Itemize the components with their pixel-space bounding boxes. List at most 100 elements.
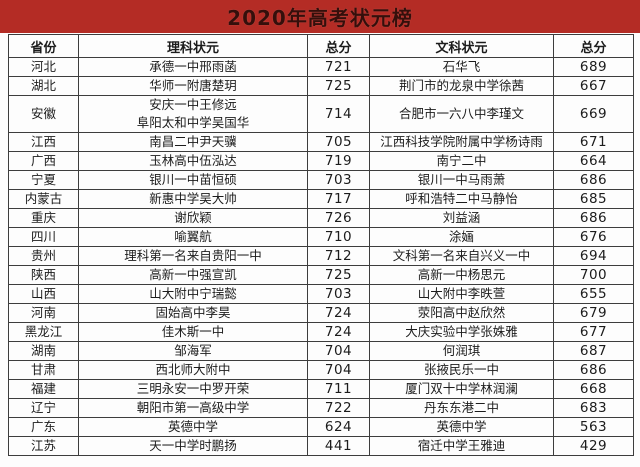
arts-champion-cell: 英德中学 xyxy=(369,417,554,437)
arts-score-cell: 563 xyxy=(553,417,634,437)
science-score-cell: 704 xyxy=(307,360,370,380)
science-champion-cell: 承德一中邢雨菡 xyxy=(78,57,308,77)
arts-champion-cell: 丹东东港二中 xyxy=(369,398,554,418)
table-row: 安徽 安庆一中王修远 阜阳太和中学吴国华 714 合肥市一六八中李瑾文 669 xyxy=(8,95,634,133)
science-champion-cell: 喻翼航 xyxy=(78,227,308,247)
science-champion-cell: 谢欣颖 xyxy=(78,208,308,228)
province-cell: 湖南 xyxy=(8,341,79,361)
arts-champion-cell: 江西科技学院附属中学杨诗雨 xyxy=(369,132,554,152)
province-cell: 湖北 xyxy=(8,76,79,96)
gaokao-ranking-table: 省份 理科状元 总分 文科状元 总分 河北 承德一中邢雨菡 721 石华飞 689 湖北华… xyxy=(8,34,634,456)
science-score-cell: 624 xyxy=(307,417,370,437)
province-cell: 安徽 xyxy=(8,95,79,133)
table-row: 甘肃 西北师大附中 704 张掖民乐一中 686 xyxy=(8,360,634,380)
arts-champion-cell: 石华飞 xyxy=(369,57,554,77)
arts-score-cell: 655 xyxy=(553,284,634,304)
champion-line: 阜阳太和中学吴国华 xyxy=(136,115,250,130)
science-champion-cell: 西北师大附中 xyxy=(78,360,308,380)
science-score-cell: 704 xyxy=(307,341,370,361)
arts-score-cell: 676 xyxy=(553,227,634,247)
province-cell: 河北 xyxy=(8,57,79,77)
header-province: 省份 xyxy=(8,34,79,58)
arts-score-cell: 668 xyxy=(553,379,634,399)
header-arts-champion: 文科状元 xyxy=(369,34,554,58)
header-science-score: 总分 xyxy=(307,34,370,58)
science-score-cell: 710 xyxy=(307,227,370,247)
science-score-cell: 724 xyxy=(307,303,370,323)
table-row: 黑龙江 佳木斯一中 724 大庆实验中学张姝雅 677 xyxy=(8,322,634,342)
table-row: 江西 南昌二中尹天骥 705 江西科技学院附属中学杨诗雨 671 xyxy=(8,132,634,152)
province-cell: 山西 xyxy=(8,284,79,304)
science-champion-cell: 高新一中强宣凯 xyxy=(78,265,308,285)
science-champion-cell: 佳木斯一中 xyxy=(78,322,308,342)
science-champion-cell: 新惠中学吴大帅 xyxy=(78,189,308,209)
science-score-cell: 725 xyxy=(307,265,370,285)
province-cell: 广东 xyxy=(8,417,79,437)
arts-champion-cell: 文科第一名来自兴义一中 xyxy=(369,246,554,266)
science-champion-cell: 银川一中苗恒硕 xyxy=(78,170,308,190)
arts-score-cell: 664 xyxy=(553,151,634,171)
province-cell: 福建 xyxy=(8,379,79,399)
arts-score-cell: 429 xyxy=(553,436,634,456)
science-score-cell: 725 xyxy=(307,76,370,96)
table-row: 重庆 谢欣颖 726 刘益涵 686 xyxy=(8,208,634,228)
arts-champion-cell: 银川一中马雨萧 xyxy=(369,170,554,190)
arts-score-cell: 687 xyxy=(553,341,634,361)
science-score-cell: 711 xyxy=(307,379,370,399)
header-row: 省份 理科状元 总分 文科状元 总分 xyxy=(8,34,634,58)
province-cell: 陕西 xyxy=(8,265,79,285)
arts-champion-cell: 刘益涵 xyxy=(369,208,554,228)
table-row: 江苏 天一中学时鹏扬 441 宿迁中学王雅迪 429 xyxy=(8,436,634,456)
arts-score-cell: 677 xyxy=(553,322,634,342)
arts-champion-cell: 高新一中杨思元 xyxy=(369,265,554,285)
science-champion-cell: 安庆一中王修远 阜阳太和中学吴国华 xyxy=(78,95,308,133)
science-champion-cell: 邹海军 xyxy=(78,341,308,361)
province-cell: 江苏 xyxy=(8,436,79,456)
table-row: 广东 英德中学 624 英德中学 563 xyxy=(8,417,634,437)
science-champion-cell: 华师一附唐楚玥 xyxy=(78,76,308,96)
table-row: 贵州 理科第一名来自贵阳一中 712 文科第一名来自兴义一中 694 xyxy=(8,246,634,266)
table-header: 省份 理科状元 总分 文科状元 总分 xyxy=(8,34,634,58)
science-score-cell: 722 xyxy=(307,398,370,418)
page-title: 2020年高考状元榜 xyxy=(227,6,413,30)
champion-line: 安庆一中王修远 xyxy=(149,97,237,112)
science-score-cell: 724 xyxy=(307,322,370,342)
arts-champion-cell: 宿迁中学王雅迪 xyxy=(369,436,554,456)
table-row: 辽宁 朝阳市第一高级中学 722 丹东东港二中 683 xyxy=(8,398,634,418)
arts-champion-cell: 山大附中李昳萱 xyxy=(369,284,554,304)
science-champion-cell: 英德中学 xyxy=(78,417,308,437)
arts-score-cell: 686 xyxy=(553,170,634,190)
arts-champion-cell: 厦门双十中学林润澜 xyxy=(369,379,554,399)
arts-champion-cell: 何润琪 xyxy=(369,341,554,361)
table-row: 四川 喻翼航 710 涂婳 676 xyxy=(8,227,634,247)
science-champion-cell: 三明永安一中罗开荣 xyxy=(78,379,308,399)
science-score-cell: 703 xyxy=(307,170,370,190)
province-cell: 重庆 xyxy=(8,208,79,228)
science-champion-cell: 理科第一名来自贵阳一中 xyxy=(78,246,308,266)
province-cell: 广西 xyxy=(8,151,79,171)
arts-champion-cell: 大庆实验中学张姝雅 xyxy=(369,322,554,342)
table-row: 河北 承德一中邢雨菡 721 石华飞 689 xyxy=(8,57,634,77)
table-row: 湖南 邹海军 704 何润琪 687 xyxy=(8,341,634,361)
table-row: 湖北 华师一附唐楚玥 725 荆门市的龙泉中学徐茜 667 xyxy=(8,76,634,96)
arts-score-cell: 686 xyxy=(553,208,634,228)
header-arts-score: 总分 xyxy=(553,34,634,58)
science-score-cell: 712 xyxy=(307,246,370,266)
table-row: 广西 玉林高中伍泓达 719 南宁二中 664 xyxy=(8,151,634,171)
arts-champion-cell: 呼和浩特二中马静怡 xyxy=(369,189,554,209)
science-score-cell: 717 xyxy=(307,189,370,209)
science-score-cell: 703 xyxy=(307,284,370,304)
table-row: 福建 三明永安一中罗开荣 711 厦门双十中学林润澜 668 xyxy=(8,379,634,399)
arts-score-cell: 694 xyxy=(553,246,634,266)
header-science-champion: 理科状元 xyxy=(78,34,308,58)
science-score-cell: 705 xyxy=(307,132,370,152)
table-row: 河南 固始高中李昊 724 荥阳高中赵欣然 679 xyxy=(8,303,634,323)
science-score-cell: 726 xyxy=(307,208,370,228)
arts-score-cell: 689 xyxy=(553,57,634,77)
province-cell: 甘肃 xyxy=(8,360,79,380)
science-champion-cell: 天一中学时鹏扬 xyxy=(78,436,308,456)
province-cell: 辽宁 xyxy=(8,398,79,418)
table-row: 宁夏 银川一中苗恒硕 703 银川一中马雨萧 686 xyxy=(8,170,634,190)
province-cell: 江西 xyxy=(8,132,79,152)
province-cell: 四川 xyxy=(8,227,79,247)
